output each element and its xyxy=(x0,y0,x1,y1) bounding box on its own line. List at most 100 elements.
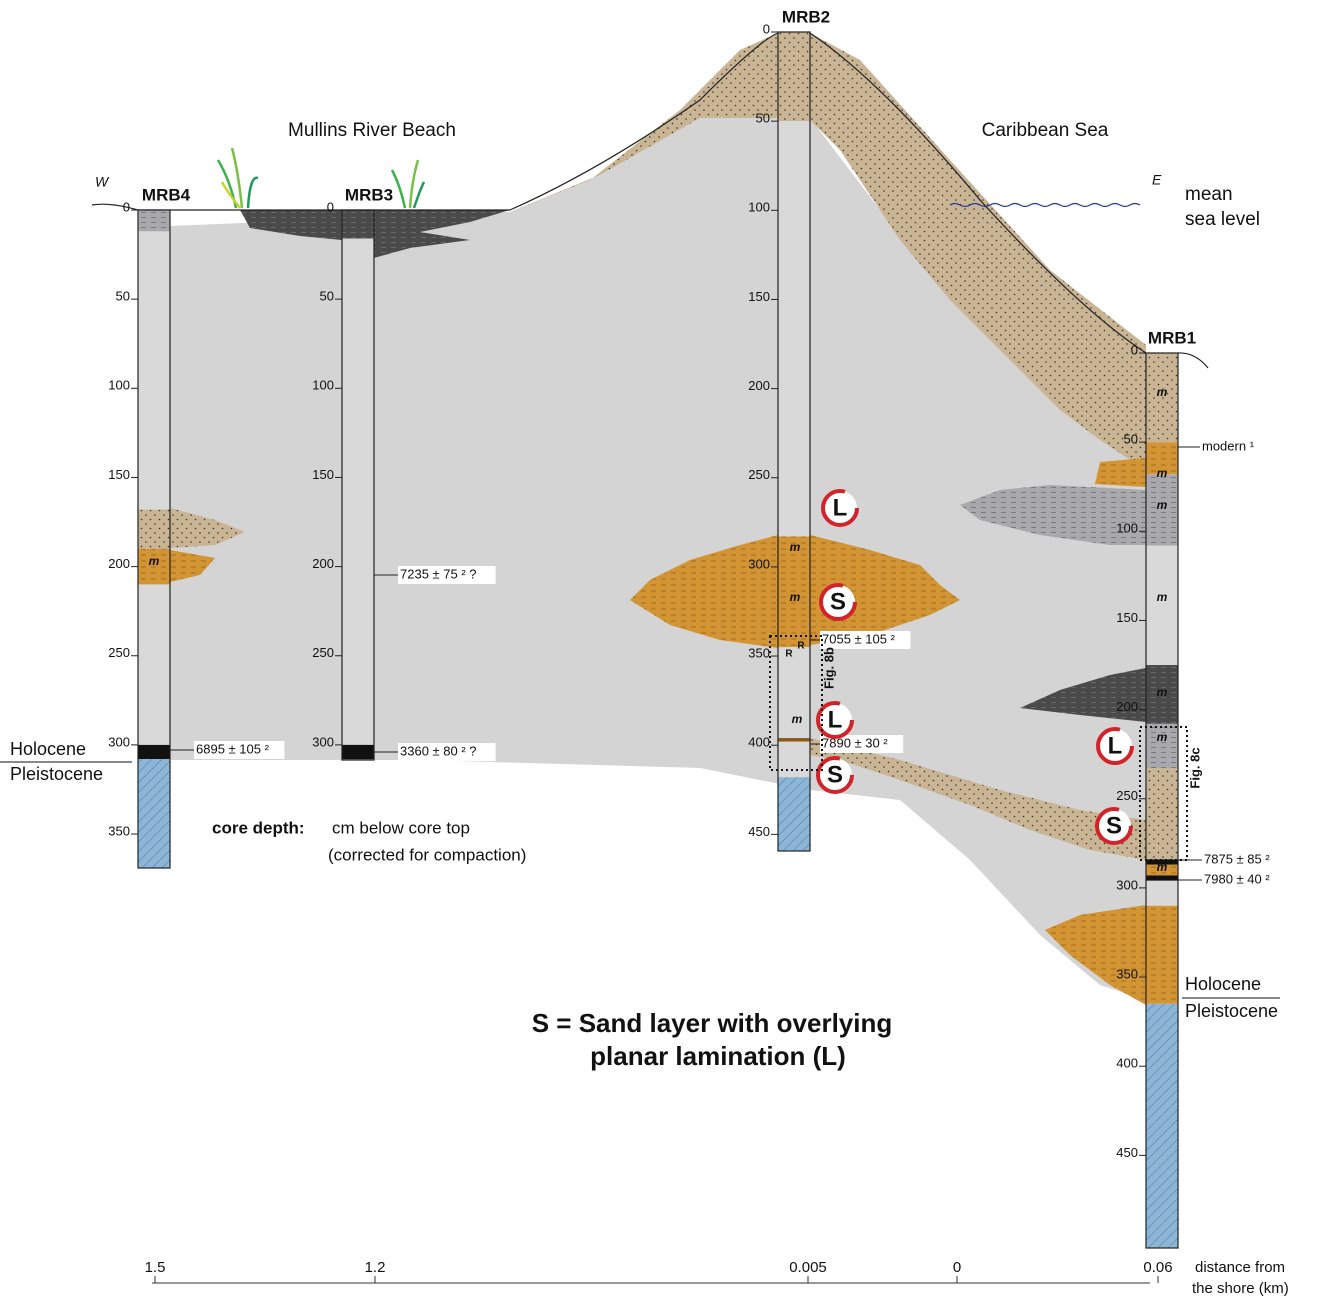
caption: planar lamination (L) xyxy=(590,1041,846,1071)
depth-label: 350 xyxy=(108,823,130,838)
place-label: Caribbean Sea xyxy=(982,120,1109,141)
distance-label: 1.5 xyxy=(145,1259,166,1276)
date-label: 7235 ± 75 ² ? xyxy=(400,566,477,581)
core-unit xyxy=(1146,546,1178,665)
core-name: MRB3 xyxy=(345,185,393,204)
depth-label: 100 xyxy=(108,378,130,393)
distance-label: 0 xyxy=(953,1259,961,1276)
massive-mark: m xyxy=(1157,498,1168,512)
depth-label: 400 xyxy=(1116,1056,1138,1071)
depth-label: 250 xyxy=(108,645,130,660)
depth-label: 150 xyxy=(312,467,334,482)
massive-mark: m xyxy=(149,554,160,568)
legend-text: cm below core top xyxy=(332,818,470,837)
massive-mark: m xyxy=(790,540,801,554)
massive-mark: m xyxy=(1157,685,1168,699)
event-letter: S xyxy=(1106,812,1122,839)
distance-label: 1.2 xyxy=(365,1259,386,1276)
core-unit xyxy=(1146,881,1178,906)
core-name: MRB1 xyxy=(1148,328,1196,347)
core-unit xyxy=(1146,875,1178,880)
event-letter: S xyxy=(830,588,846,615)
figure: MRB4 0 50 100 150 200 250 300 350 6895 ± 105 ² MRB… xyxy=(0,0,1321,1298)
massive-mark: m xyxy=(1157,860,1168,874)
depth-label: 50 xyxy=(116,289,130,304)
depth-label: 350 xyxy=(1116,966,1138,981)
depth-label: 150 xyxy=(748,289,770,304)
boundary-label: Holocene xyxy=(10,739,86,759)
boundary-label: Pleistocene xyxy=(10,764,103,784)
core-unit xyxy=(138,745,170,759)
core-unit xyxy=(1146,906,1178,1004)
date-label: 6895 ± 105 ² xyxy=(196,741,270,756)
core-unit xyxy=(342,239,374,745)
depth-label: 250 xyxy=(748,467,770,482)
boundary-label: Holocene xyxy=(1185,974,1261,994)
distance-label: 0.005 xyxy=(789,1259,827,1276)
core-unit xyxy=(778,742,810,778)
depth-label: 0 xyxy=(327,199,334,214)
depth-label: 250 xyxy=(1116,788,1138,803)
core-unit xyxy=(138,584,170,744)
figure-ref: Fig. 8c xyxy=(1187,747,1202,788)
massive-mark: m xyxy=(1157,590,1168,604)
sea-level-label: sea level xyxy=(1185,209,1260,230)
core-unit xyxy=(138,231,170,509)
legend-key: core depth: xyxy=(212,818,305,837)
event-letter: L xyxy=(833,494,848,521)
depth-label: 150 xyxy=(108,467,130,482)
event-letter: L xyxy=(1108,732,1123,759)
massive-mark: m xyxy=(1157,385,1168,399)
core-name: MRB2 xyxy=(782,7,830,26)
depth-label: 300 xyxy=(108,734,130,749)
depth-label: 0 xyxy=(123,199,130,214)
core-unit xyxy=(778,738,810,742)
sea-level-label: mean xyxy=(1185,184,1233,205)
core-unit xyxy=(778,32,810,121)
depth-label: 200 xyxy=(312,556,334,571)
depth-label: 100 xyxy=(748,200,770,215)
depth-label: 300 xyxy=(748,556,770,571)
date-label: 7980 ± 40 ² xyxy=(1204,871,1270,886)
boundary-label: Pleistocene xyxy=(1185,1001,1278,1021)
core-unit xyxy=(342,210,374,239)
depth-label: 50 xyxy=(756,111,770,126)
date-label: 7875 ± 85 ² xyxy=(1204,851,1270,866)
caption: S = Sand layer with overlying xyxy=(532,1008,893,1038)
massive-mark: m xyxy=(790,590,801,604)
depth-label: 0 xyxy=(1131,342,1138,357)
axis-title: distance from xyxy=(1195,1259,1285,1276)
core-unit xyxy=(778,777,810,851)
core-name: MRB4 xyxy=(142,185,191,204)
depth-label: 350 xyxy=(748,645,770,660)
depth-label: 400 xyxy=(748,735,770,750)
orange-unit xyxy=(1095,458,1146,487)
depth-label: 200 xyxy=(748,378,770,393)
depth-label: 200 xyxy=(1116,699,1138,714)
depth-label: 300 xyxy=(1116,877,1138,892)
core-unit xyxy=(1146,1004,1178,1248)
rip-up-mark: R xyxy=(797,641,805,652)
depth-label: 100 xyxy=(1116,521,1138,536)
core-unit xyxy=(138,210,170,231)
distance-label: 0.06 xyxy=(1143,1259,1172,1276)
depth-label: 250 xyxy=(312,645,334,660)
massive-mark: m xyxy=(1157,466,1168,480)
event-letter: L xyxy=(828,706,843,733)
axis-title: the shore (km) xyxy=(1192,1280,1289,1297)
massive-mark: m xyxy=(1157,730,1168,744)
depth-label: 450 xyxy=(748,824,770,839)
core-unit xyxy=(342,745,374,759)
depth-label: 150 xyxy=(1116,610,1138,625)
depth-label: 200 xyxy=(108,556,130,571)
massive-mark: m xyxy=(792,712,803,726)
direction-label: E xyxy=(1152,172,1162,188)
depth-label: 50 xyxy=(1124,432,1138,447)
core-unit xyxy=(138,510,170,549)
core-unit xyxy=(138,759,170,868)
depth-label: 50 xyxy=(320,289,334,304)
depth-label: 300 xyxy=(312,734,334,749)
figure-ref: Fig. 8b xyxy=(821,647,836,689)
rip-up-mark: R xyxy=(785,649,793,660)
date-label: modern ¹ xyxy=(1202,438,1255,453)
